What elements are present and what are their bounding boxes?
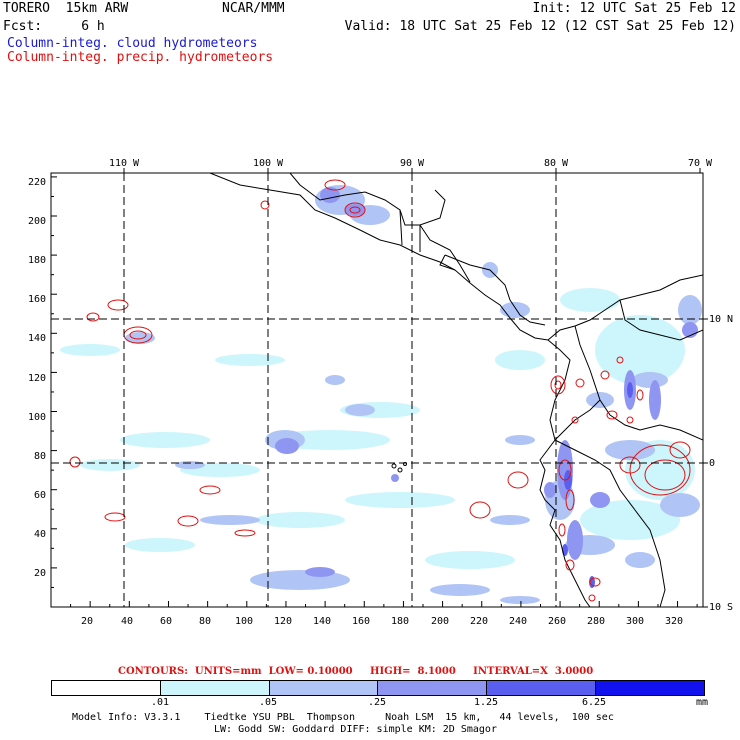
plot-frame — [50, 172, 704, 608]
x-tick-label: 160 — [352, 616, 370, 627]
colorbar-segment — [160, 681, 270, 695]
model-physics: LW: Godd SW: Goddard DIFF: simple KM: 2D… — [214, 724, 497, 735]
latlon-grid — [51, 173, 703, 607]
contour-info: CONTOURS: UNITS=mm LOW= 0.10000 HIGH= 8.… — [118, 666, 594, 677]
x-tick-label: 20 — [81, 616, 93, 627]
y-tick-label: 140 — [28, 333, 46, 344]
colorbar-label: 1.25 — [473, 697, 499, 708]
lat-label: 10 N — [709, 314, 733, 325]
precip-contours — [69, 179, 691, 602]
x-tick-label: 120 — [274, 616, 292, 627]
lon-label: 80 W — [544, 158, 569, 169]
org-label: NCAR/MMM — [222, 1, 285, 16]
y-tick-label: 60 — [34, 490, 46, 501]
lon-label: 70 W — [688, 158, 713, 169]
lat-label: 10 S — [709, 602, 733, 613]
lat-label: 0 — [709, 458, 715, 469]
colorbar-label: .05 — [258, 697, 278, 708]
lon-label: 90 W — [400, 158, 425, 169]
colorbar — [51, 680, 705, 696]
precip-field-label: Column-integ. precip. hydrometeors — [7, 50, 274, 65]
valid-time: Valid: 18 UTC Sat 25 Feb 12 (12 CST Sat … — [344, 19, 736, 34]
colorbar-segment — [378, 681, 488, 695]
y-tick-label: 120 — [28, 373, 46, 384]
y-tick-label: 100 — [28, 412, 46, 423]
x-tick-label: 100 — [235, 616, 253, 627]
lon-label: 100 W — [253, 158, 284, 169]
colorbar-unit: mm — [695, 697, 709, 708]
colorbar-label: .25 — [367, 697, 387, 708]
x-tick-label: 240 — [509, 616, 527, 627]
colorbar-segment — [596, 681, 704, 695]
x-tick-label: 300 — [626, 616, 644, 627]
x-tick-label: 220 — [470, 616, 488, 627]
colorbar-label: 6.25 — [581, 697, 607, 708]
x-tick-label: 200 — [431, 616, 449, 627]
x-tick-label: 280 — [587, 616, 605, 627]
y-tick-label: 80 — [34, 451, 46, 462]
colorbar-segment — [269, 681, 379, 695]
lon-label: 110 W — [109, 158, 140, 169]
x-tick-label: 180 — [391, 616, 409, 627]
colorbar-segment — [52, 681, 161, 695]
y-tick-label: 200 — [28, 216, 46, 227]
x-tick-label: 140 — [313, 616, 331, 627]
model-title: TORERO 15km ARW — [3, 1, 129, 16]
forecast-hour: Fcst: 6 h — [3, 19, 105, 34]
y-tick-labels: 220 200 180 160 140 120 100 80 60 40 20 — [28, 177, 46, 579]
y-tick-label: 180 — [28, 255, 46, 266]
x-tick-label: 40 — [121, 616, 133, 627]
cloud-shading — [60, 185, 702, 604]
init-time: Init: 12 UTC Sat 25 Feb 12 — [532, 1, 737, 16]
y-tick-label: 160 — [28, 294, 46, 305]
x-tick-labels: 20 40 60 80 100 120 140 160 180 200 220 … — [81, 616, 683, 627]
coastlines — [209, 173, 703, 607]
axis-ticks — [50, 168, 708, 608]
y-tick-label: 20 — [34, 568, 46, 579]
model-info: Model Info: V3.3.1 Tiedtke YSU PBL Thomp… — [72, 712, 614, 723]
x-tick-label: 60 — [160, 616, 172, 627]
y-tick-label: 40 — [34, 529, 46, 540]
cloud-field-label: Column-integ. cloud hydrometeors — [7, 36, 258, 51]
colorbar-label: .01 — [150, 697, 170, 708]
x-tick-label: 320 — [665, 616, 683, 627]
x-tick-label: 80 — [199, 616, 211, 627]
x-tick-label: 260 — [548, 616, 566, 627]
y-tick-label: 220 — [28, 177, 46, 188]
colorbar-segment — [487, 681, 597, 695]
